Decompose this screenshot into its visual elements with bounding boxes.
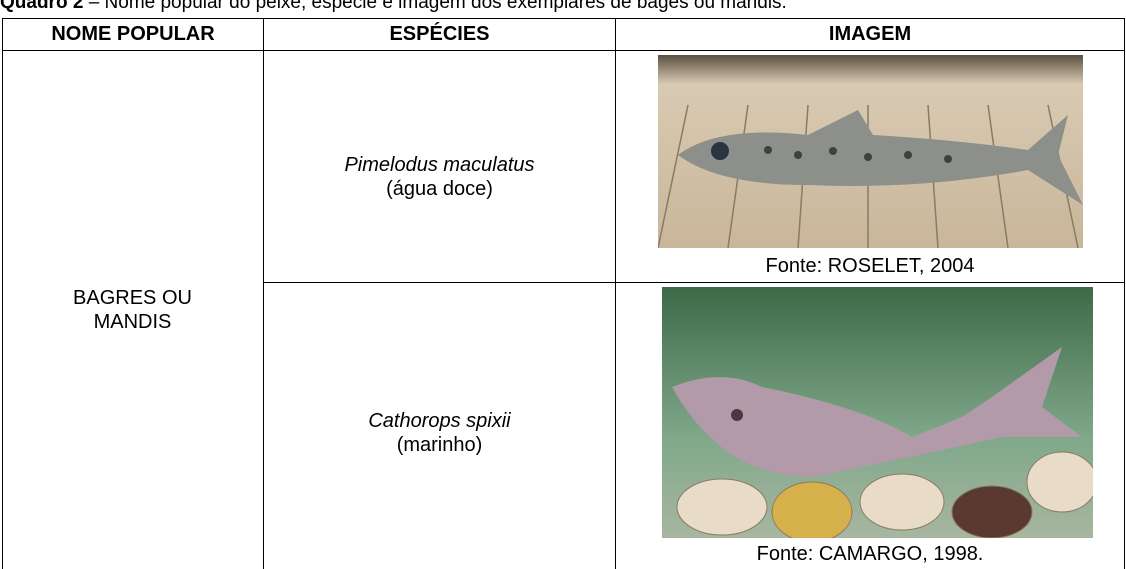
habitat: (marinho) — [396, 434, 483, 456]
image-cell — [615, 282, 1125, 569]
species-name: Pimelodus maculatus — [344, 154, 535, 176]
common-name: BAGRES OU MANDIS — [73, 287, 192, 333]
header-text: IMAGEM — [828, 23, 912, 45]
fish-photo — [662, 287, 1093, 538]
image-source: Fonte: ROSELET, 2004 — [765, 255, 975, 277]
species: Pimelodus maculatus (água doce) — [263, 153, 616, 201]
header-cell: IMAGEM — [615, 18, 1125, 51]
species: Cathorops spixii (marinho) — [263, 409, 616, 457]
caption-label: Quadro 2 — [0, 0, 84, 13]
fish-photo — [658, 55, 1083, 248]
header-text: NOME POPULAR — [51, 23, 215, 45]
header-cell: ESPÉCIES — [263, 18, 616, 51]
species-name: Cathorops spixii — [368, 410, 511, 432]
caption-text: – Nome popular do peixe, espécie e image… — [88, 0, 787, 13]
header-text: ESPÉCIES — [389, 23, 490, 45]
header-cell: NOME POPULAR — [2, 18, 264, 51]
habitat: (água doce) — [386, 178, 493, 200]
caption: Quadro 2 – Nome popular do peixe, espéci… — [0, 0, 787, 14]
image-source: Fonte: CAMARGO, 1998. — [756, 543, 984, 565]
